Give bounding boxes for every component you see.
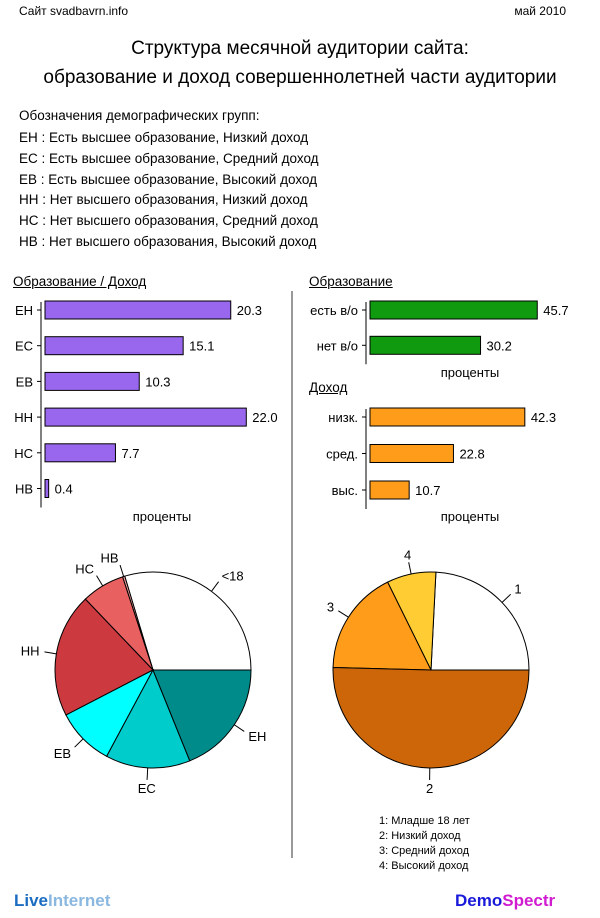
bar-value-label: 10.7	[415, 483, 440, 498]
chart-title-edu-income: Образование / Доход	[13, 274, 147, 289]
pie-slice	[332, 667, 530, 769]
pie-leader-line	[146, 767, 149, 780]
logo-part: Demo	[455, 891, 503, 910]
pie-slice	[332, 581, 432, 671]
legend-line: ЕН : Есть высшее образование, Низкий дох…	[19, 130, 309, 145]
pie-label: ЕС	[138, 781, 156, 796]
pie-leader-line	[408, 562, 412, 575]
pie-leader-line	[44, 651, 57, 655]
pie-leader-line	[338, 610, 349, 618]
liveinternet-logo[interactable]: LiveInternet	[14, 891, 110, 911]
bar-value-label: 22.0	[252, 410, 277, 425]
pie-leader-line	[233, 724, 245, 732]
x-axis-label: проценты	[441, 365, 500, 380]
pie-legend-item: 1: Младше 18 лет	[379, 815, 470, 827]
pie-label: НС	[75, 562, 94, 577]
legend-line: НС : Нет высшего образования, Средний до…	[19, 213, 318, 229]
bar-value-label: 22.8	[459, 447, 484, 462]
legend-line: НВ : Нет высшего образования, Высокий до…	[19, 233, 317, 249]
pie-label: 3	[327, 599, 334, 614]
pie-chart-income: 1 4 3 2	[327, 547, 530, 796]
logo-part: Internet	[48, 891, 111, 910]
logo-part: Spectr	[502, 891, 556, 910]
bar	[44, 479, 50, 498]
pie-label: 4	[404, 547, 411, 562]
bar-value-label: 45.7	[543, 303, 568, 318]
bar-category-label: ЕН	[15, 303, 33, 318]
pie-slice	[105, 668, 191, 769]
pie-leader-line	[211, 581, 220, 592]
bar-value-label: 42.3	[531, 410, 556, 425]
legend-line: ЕВ : Есть высшее образование, Высокий до…	[19, 171, 318, 187]
pie-leader-line	[74, 738, 84, 748]
legend-line: ЕС : Есть высшее образование, Средний до…	[19, 150, 319, 166]
site-label: Сайт svadbavrn.info	[19, 4, 129, 18]
page-title: Структура месячной аудитории сайта: обра…	[0, 34, 600, 92]
pie-chart-groups: <18 НВ НС НН ЕВ ЕС ЕН	[21, 550, 267, 795]
bar-value-label: 20.3	[237, 303, 262, 318]
pie-legend-item: 2: Низкий доход	[379, 830, 461, 842]
pie-label: 1	[514, 582, 521, 597]
legend-title: Обозначения демографических групп:	[19, 108, 260, 123]
pie-label: ЕН	[248, 729, 266, 744]
x-axis-label: проценты	[441, 509, 500, 524]
pie-label: 2	[426, 781, 433, 796]
pie-leader-line	[119, 564, 125, 577]
pie-label: НВ	[100, 550, 118, 565]
bar-chart-education: есть в/о 45.7 нет в/о 30.2 проценты	[310, 300, 569, 380]
bar-category-label: ЕС	[15, 339, 33, 354]
bar	[369, 300, 538, 320]
bar-category-label: ЕВ	[16, 374, 33, 389]
title-line-2: образование и доход совершеннолетней час…	[43, 67, 557, 88]
bar-value-label: 0.4	[55, 482, 73, 497]
pie-slice	[430, 571, 530, 671]
pie-slice	[152, 669, 252, 762]
chart-title-education: Образование	[309, 274, 393, 289]
bar-value-label: 15.1	[189, 339, 214, 354]
bar-category-label: выс.	[332, 483, 358, 498]
bar	[44, 443, 116, 463]
bar	[44, 336, 184, 356]
bar-category-label: есть в/о	[310, 303, 358, 318]
bar-category-label: сред.	[326, 447, 358, 462]
bar	[369, 444, 454, 463]
bar	[369, 480, 410, 500]
pie-legend: 1: Младше 18 лет 2: Низкий доход 3: Сред…	[379, 814, 470, 874]
chart-title-income: Доход	[309, 380, 348, 395]
bar	[44, 300, 232, 320]
bar-value-label: 7.7	[121, 446, 139, 461]
bar-category-label: НН	[14, 410, 33, 425]
bar-value-label: 10.3	[145, 374, 170, 389]
pie-slice	[124, 571, 252, 671]
pie-label: <18	[222, 568, 244, 583]
bar-value-label: 30.2	[487, 338, 512, 353]
bar-category-label: НС	[14, 446, 33, 461]
date-label: май 2010	[514, 4, 566, 18]
pie-legend-item: 3: Средний доход	[379, 845, 470, 857]
bar-chart-edu-income: ЕН 20.3 ЕС 15.1 ЕВ 10.3 НН 22.0 НС 7.7 НВ 0.4 процен…	[14, 300, 278, 524]
bar	[44, 407, 247, 427]
bar-category-label: низк.	[328, 410, 358, 425]
bar	[44, 371, 140, 391]
bar	[369, 407, 526, 427]
pie-label: НН	[21, 644, 40, 659]
legend-list: ЕН : Есть высшее образование, Низкий дох…	[19, 128, 319, 253]
pie-leader-line	[501, 593, 512, 603]
legend-line: НН : Нет высшего образования, Низкий дох…	[19, 192, 308, 208]
logo-part: Live	[14, 891, 49, 910]
bar	[369, 335, 482, 355]
x-axis-label: проценты	[133, 509, 192, 524]
bar-category-label: НВ	[15, 482, 33, 497]
demospectr-logo[interactable]: DemoSpectr	[455, 891, 555, 911]
pie-legend-item: 4: Высокий доход	[379, 860, 469, 872]
title-line-1: Структура месячной аудитории сайта:	[131, 38, 469, 59]
pie-leader-line	[96, 575, 104, 587]
pie-label: ЕВ	[54, 746, 71, 761]
bar-category-label: нет в/о	[317, 338, 358, 353]
